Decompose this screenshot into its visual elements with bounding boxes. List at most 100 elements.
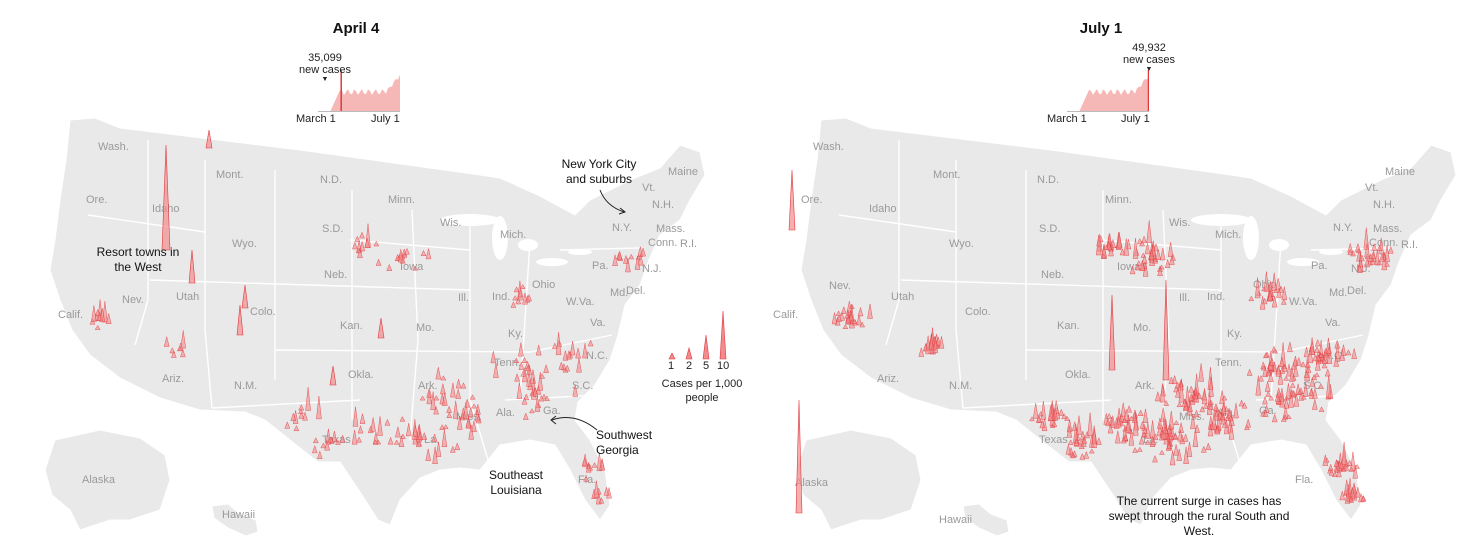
case-spike — [460, 382, 467, 389]
case-spike — [1265, 368, 1272, 377]
case-spike — [1348, 495, 1354, 503]
case-spike — [1376, 245, 1383, 251]
case-spike — [1318, 383, 1324, 389]
case-spike — [1357, 264, 1363, 273]
case-spikes — [89, 223, 646, 505]
case-spike — [440, 375, 447, 381]
case-spike — [1164, 258, 1171, 268]
state-label-wyo: Wyo. — [232, 238, 257, 250]
case-spike — [1379, 252, 1385, 262]
case-spike — [1155, 249, 1161, 260]
case-spike — [1073, 438, 1080, 446]
case-spike — [357, 425, 364, 434]
case-spike — [1344, 488, 1351, 504]
case-spike — [1347, 249, 1354, 255]
case-spike — [1326, 346, 1332, 354]
case-spike — [841, 306, 847, 314]
case-spike — [1308, 387, 1314, 396]
case-spike — [1285, 383, 1292, 399]
case-spike — [845, 316, 852, 323]
case-spike — [312, 444, 318, 454]
state-label-nh: N.H. — [1373, 199, 1395, 211]
alaska — [44, 429, 171, 531]
case-spike — [856, 315, 862, 326]
case-spike — [1167, 242, 1174, 257]
state-label-ind: Ind. — [1207, 291, 1225, 303]
case-spike — [290, 412, 297, 421]
state-label-ore: Ore. — [801, 194, 822, 206]
case-spike — [1207, 424, 1214, 437]
case-spike — [1238, 399, 1245, 407]
case-spike — [1264, 381, 1271, 392]
case-spike — [329, 365, 337, 386]
case-spike — [1384, 261, 1390, 267]
case-spike — [1338, 461, 1345, 469]
case-spike — [180, 330, 186, 349]
case-spike — [298, 411, 305, 419]
case-spike — [795, 399, 803, 514]
lakes — [1191, 214, 1343, 266]
case-spike — [1228, 423, 1235, 440]
state-label-ri: R.I. — [1401, 239, 1418, 251]
case-spike — [1141, 427, 1148, 434]
case-spike — [412, 265, 418, 271]
case-spike — [1260, 365, 1267, 371]
case-spike — [284, 421, 291, 429]
case-spike — [1159, 449, 1165, 455]
case-spike — [1325, 374, 1332, 399]
sparkline-area — [318, 74, 400, 112]
case-spike — [1141, 254, 1148, 264]
state-label-alaska: Alaska — [795, 477, 829, 489]
state-label-ariz: Ariz. — [162, 373, 184, 385]
case-spike — [1148, 249, 1155, 260]
state-label-utah: Utah — [891, 291, 914, 303]
case-spike — [1274, 393, 1281, 402]
case-spike — [532, 386, 539, 397]
case-spike — [1321, 362, 1328, 369]
case-spike — [1340, 344, 1347, 356]
state-label-kan: Kan. — [1057, 320, 1080, 332]
case-spike — [364, 237, 370, 248]
case-spike — [1333, 459, 1340, 467]
case-spike — [846, 301, 853, 313]
case-spike — [534, 396, 541, 412]
case-spike — [1136, 238, 1143, 244]
case-spike — [637, 253, 644, 266]
case-spike — [1315, 354, 1321, 362]
case-spike — [1343, 463, 1349, 471]
case-spike — [582, 343, 588, 359]
case-spike — [839, 311, 845, 321]
state-label-calif: Calif. — [773, 309, 798, 321]
case-spike — [1233, 403, 1239, 419]
case-spike — [1315, 357, 1321, 371]
case-spike — [293, 425, 300, 431]
case-spike — [842, 324, 849, 329]
case-spike — [416, 438, 422, 447]
case-spike — [918, 346, 925, 357]
legend-spikes — [668, 310, 727, 360]
case-spike — [1036, 415, 1042, 423]
case-spike — [1318, 406, 1325, 412]
peak-unit: new cases — [1123, 54, 1175, 66]
case-spike — [359, 240, 365, 252]
case-spike — [1199, 405, 1206, 413]
case-spike — [515, 296, 522, 305]
state-label-vt: Vt. — [1365, 182, 1378, 194]
annotation-sw-georgia: Southwest Georgia — [596, 428, 653, 457]
case-spike — [404, 247, 410, 255]
case-spike — [1263, 271, 1270, 292]
case-spike — [1061, 413, 1068, 419]
case-spike — [94, 325, 101, 330]
case-spike — [1297, 389, 1303, 395]
state-label-mont: Mont. — [216, 169, 244, 181]
case-spike — [1169, 255, 1175, 265]
case-spike — [298, 408, 304, 414]
case-spike — [1196, 392, 1203, 399]
case-spike — [555, 332, 562, 355]
case-spike — [493, 363, 499, 378]
case-spike — [171, 350, 177, 358]
case-spike — [1244, 424, 1250, 430]
case-spike — [1371, 243, 1377, 251]
state-label-ala: Ala. — [496, 407, 515, 419]
case-hotspot-spikes — [788, 169, 1170, 514]
